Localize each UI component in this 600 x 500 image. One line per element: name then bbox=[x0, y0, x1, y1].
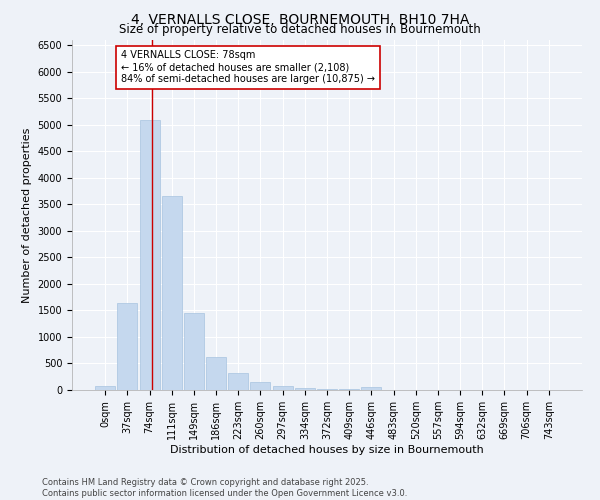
Bar bbox=[162, 196, 182, 390]
Bar bbox=[317, 389, 337, 390]
Bar bbox=[206, 357, 226, 390]
Y-axis label: Number of detached properties: Number of detached properties bbox=[22, 128, 32, 302]
Text: 4 VERNALLS CLOSE: 78sqm
← 16% of detached houses are smaller (2,108)
84% of semi: 4 VERNALLS CLOSE: 78sqm ← 16% of detache… bbox=[121, 50, 375, 84]
Bar bbox=[295, 388, 315, 390]
Bar bbox=[184, 313, 204, 390]
Bar bbox=[339, 389, 359, 390]
Bar bbox=[250, 382, 271, 390]
Bar bbox=[95, 386, 115, 390]
Bar bbox=[361, 388, 382, 390]
Text: 4, VERNALLS CLOSE, BOURNEMOUTH, BH10 7HA: 4, VERNALLS CLOSE, BOURNEMOUTH, BH10 7HA bbox=[131, 12, 469, 26]
Bar bbox=[140, 120, 160, 390]
Text: Contains HM Land Registry data © Crown copyright and database right 2025.
Contai: Contains HM Land Registry data © Crown c… bbox=[42, 478, 407, 498]
Bar bbox=[118, 302, 137, 390]
Bar bbox=[272, 386, 293, 390]
Bar bbox=[228, 372, 248, 390]
Text: Size of property relative to detached houses in Bournemouth: Size of property relative to detached ho… bbox=[119, 22, 481, 36]
X-axis label: Distribution of detached houses by size in Bournemouth: Distribution of detached houses by size … bbox=[170, 445, 484, 455]
